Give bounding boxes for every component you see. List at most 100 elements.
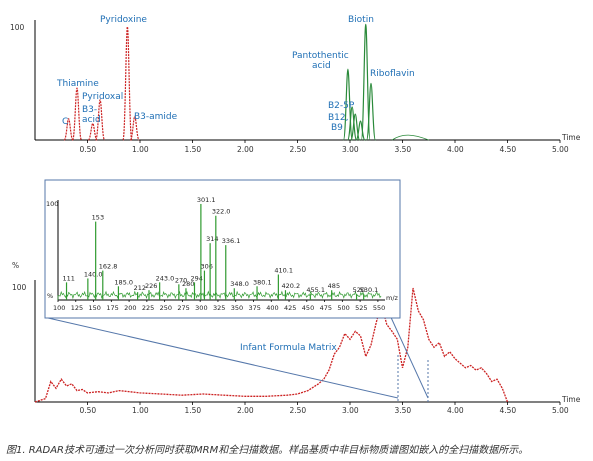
inset-x-tick-label: 400 — [266, 304, 278, 312]
mrm-peak — [122, 26, 133, 141]
inset-peak-label: 301.1 — [197, 196, 216, 204]
inset-x-tick-label: 450 — [302, 304, 314, 312]
inset-noise-trace — [57, 290, 382, 300]
label-b2-5p: B2-5P — [328, 101, 355, 111]
top-x-tick-label: 1.50 — [185, 145, 202, 154]
mrm-peak — [63, 118, 74, 141]
label-c: C — [62, 117, 68, 127]
mrm-peak — [87, 122, 98, 141]
zoom-guide-line-left — [47, 317, 399, 399]
top-x-tick-label: 2.00 — [237, 145, 254, 154]
inset-x-tick-label: 200 — [124, 304, 136, 312]
inset-y-percent: % — [47, 292, 53, 300]
inset-peak-label: 380.1 — [253, 278, 272, 286]
mrm-chromatogram: 100 0.50 1.00 1.50 2.00 2.50 3.00 3.50 4.00 4.50… — [10, 15, 581, 154]
inset-peak-label: 336.1 — [222, 237, 241, 245]
inset-peak-label: 226 — [145, 282, 157, 290]
inset-x-tick-label: 150 — [89, 304, 101, 312]
top-x-tick-label: 3.00 — [342, 145, 359, 154]
inset-x-tick-label: 300 — [195, 304, 207, 312]
inset-peak-label: 111 — [63, 274, 75, 282]
inset-peak-label: 185.0 — [114, 278, 133, 286]
inset-x-tick-label: 550 — [373, 304, 385, 312]
top-x-tick-label: 4.00 — [447, 145, 464, 154]
mrm-peak — [72, 87, 82, 141]
bottom-y-tick-100: 100 — [12, 283, 27, 292]
bottom-x-tick-label: 1.00 — [132, 406, 149, 415]
inset-x-tick-label: 275 — [177, 304, 189, 312]
inset-x-tick-label: 225 — [142, 304, 154, 312]
inset-peak-label: 410.1 — [274, 267, 293, 275]
mrm-peak — [347, 106, 358, 141]
label-b3-amide: B3-amide — [134, 112, 178, 122]
label-b3-acid-1: B3- — [82, 105, 97, 115]
inset-peak-label: 306 — [200, 263, 212, 271]
bottom-x-tick-label: 4.00 — [447, 406, 464, 415]
label-b12: B12, — [328, 113, 349, 123]
mrm-peak — [355, 120, 366, 141]
label-pyridoxal: Pyridoxal — [82, 92, 123, 102]
bottom-y-side-label: % — [12, 261, 19, 270]
top-y-tick-100: 100 — [10, 23, 25, 32]
inset-x-tick-label: 525 — [355, 304, 367, 312]
inset-peak-label: 530.1 — [360, 286, 379, 294]
mrm-baseline-bump — [391, 134, 429, 141]
top-x-tick-label: 0.50 — [80, 145, 97, 154]
inset-x-tick-label: 350 — [231, 304, 243, 312]
top-x-tick-label: 4.50 — [500, 145, 517, 154]
bottom-x-tick-label: 3.50 — [395, 406, 412, 415]
bottom-x-tick-label: 3.00 — [342, 406, 359, 415]
inset-x-tick-label: 375 — [248, 304, 260, 312]
top-x-tick-label: 1.00 — [132, 145, 149, 154]
bottom-x-ticks: 0.50 1.00 1.50 2.00 2.50 3.00 3.50 4.00 4.50 5.00 — [80, 402, 569, 415]
label-thiamine: Thiamine — [56, 79, 99, 89]
inset-peak-label: 153 — [92, 214, 104, 222]
inset-x-tick-label: 100 — [53, 304, 65, 312]
inset-peak-label: 322.0 — [212, 208, 231, 216]
inset-x-tick-label: 175 — [106, 304, 118, 312]
inset-x-tick-label: 425 — [284, 304, 296, 312]
inset-peak-label: 420.2 — [281, 282, 300, 290]
bottom-x-tick-label: 2.50 — [290, 406, 307, 415]
top-x-ticks: 0.50 1.00 1.50 2.00 2.50 3.00 3.50 4.00 4.50 5.00 — [80, 140, 569, 154]
bottom-x-tick-label: 0.50 — [80, 406, 97, 415]
inset-peak-label: 348.0 — [230, 280, 249, 288]
label-pyridoxine: Pyridoxine — [100, 15, 147, 25]
label-riboflavin: Riboflavin — [370, 69, 415, 79]
top-x-tick-label: 2.50 — [290, 145, 307, 154]
top-x-unit: Time — [561, 133, 581, 142]
inset-frame — [44, 179, 401, 319]
inset-peak-label: 280 — [182, 280, 194, 288]
bottom-x-tick-label: 1.50 — [185, 406, 202, 415]
inset-x-ticks: 100 125 150 175 200 225 250 275 300 325 350 375 400 4… — [53, 300, 385, 312]
figure-caption: 图1. RADAR技术可通过一次分析同时获取MRM和全扫描数据。样品基质中非目标… — [6, 445, 529, 456]
inset-x-tick-label: 500 — [337, 304, 349, 312]
infant-formula-label: Infant Formula Matrix — [240, 343, 337, 353]
inset-peak-label: 212 — [134, 284, 146, 292]
inset-baseline-noise — [57, 290, 382, 300]
bottom-x-tick-label: 4.50 — [500, 406, 517, 415]
mrm-peak — [95, 99, 106, 141]
label-b9: B9 — [331, 123, 343, 133]
inset-x-unit: m/z — [386, 294, 399, 302]
inset-peak-label: 314 — [206, 235, 218, 243]
label-biotin: Biotin — [348, 15, 374, 25]
inset-peak-label: 455.1 — [306, 286, 325, 294]
label-b3-acid-2: acid — [82, 115, 101, 125]
inset-x-tick-label: 325 — [213, 304, 225, 312]
mrm-peak — [129, 115, 140, 141]
bottom-x-tick-label: 5.00 — [552, 406, 569, 415]
inset-peak-label: 243.0 — [156, 274, 175, 282]
label-pantothentic-2: acid — [312, 61, 331, 71]
bottom-x-tick-label: 2.00 — [237, 406, 254, 415]
mrm-peak — [366, 82, 376, 141]
tic-trace — [34, 287, 509, 403]
inset-peak-label: 140.0 — [84, 270, 103, 278]
inset-x-tick-label: 125 — [71, 304, 83, 312]
top-x-tick-label: 5.00 — [552, 145, 569, 154]
inset-peak-label: 520 — [353, 286, 365, 294]
inset-peak-label: 294 — [190, 274, 202, 282]
